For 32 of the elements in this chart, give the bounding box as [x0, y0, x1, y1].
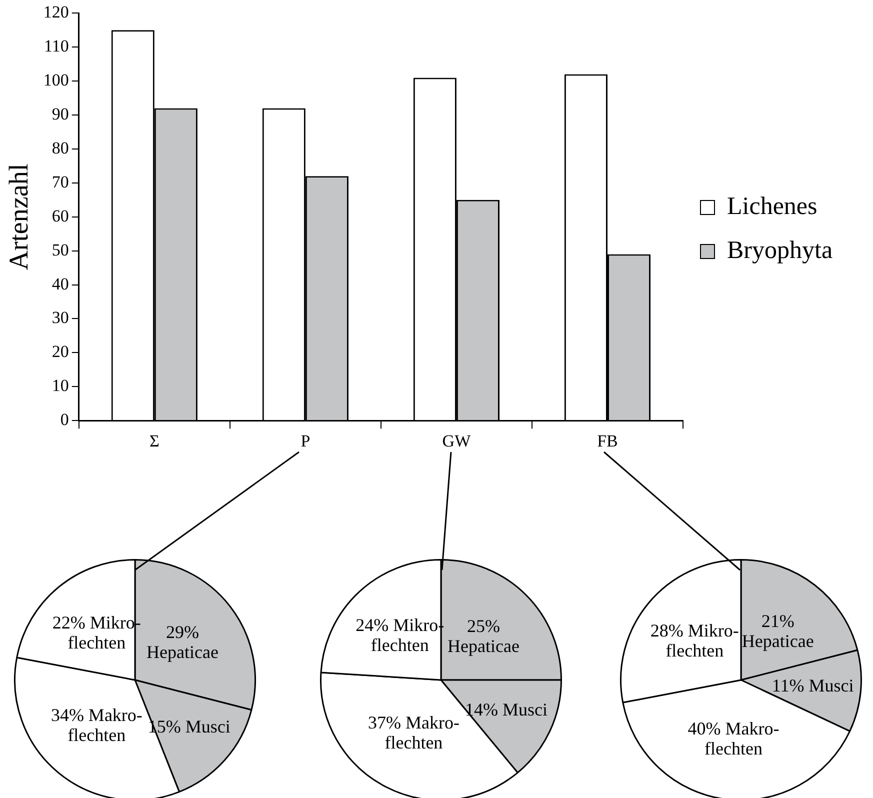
- y-tick-label: 10: [52, 376, 69, 396]
- y-tick-label: 40: [52, 274, 69, 294]
- legend-label: Bryophyta: [727, 236, 833, 266]
- slice-label: Hepaticae: [146, 642, 218, 662]
- x-tick-label: P: [300, 431, 310, 450]
- slice-label: 28% Mikro-flechten: [650, 620, 739, 660]
- slice-label: 40% Makro-flechten: [688, 718, 780, 758]
- slice-label: 14% Musci: [465, 699, 548, 720]
- y-tick-label: 20: [52, 342, 69, 362]
- slice-label: 34% Makro-flechten: [50, 705, 142, 746]
- y-tick-label: 0: [60, 410, 69, 430]
- y-tick-label: 110: [44, 36, 69, 56]
- slice-label: Hepaticae: [448, 636, 520, 656]
- data-label: 21%: [761, 611, 794, 632]
- y-axis-title: Artenzahl: [3, 164, 34, 270]
- slice-label: 37% Makro-flechten: [368, 712, 460, 752]
- data-label: 29%: [166, 622, 200, 642]
- slice-label: 11% Musci: [772, 676, 854, 696]
- x-tick-label: FB: [597, 431, 618, 450]
- y-tick-label: 70: [52, 172, 69, 192]
- y-tick-label: 60: [52, 206, 69, 226]
- y-tick-label: 100: [43, 70, 69, 90]
- y-tick-label: 50: [52, 240, 69, 260]
- x-tick-label: GW: [442, 431, 472, 450]
- y-tick-label: 80: [52, 138, 69, 158]
- text: Lichenes: [727, 192, 818, 222]
- data-label: 25%: [467, 616, 500, 636]
- x-tick-label: Σ: [149, 431, 160, 450]
- y-tick-label: 90: [52, 104, 69, 124]
- y-tick-label: 120: [43, 2, 69, 22]
- y-tick-label: 30: [52, 308, 69, 328]
- slice-label: Hepaticae: [742, 631, 814, 652]
